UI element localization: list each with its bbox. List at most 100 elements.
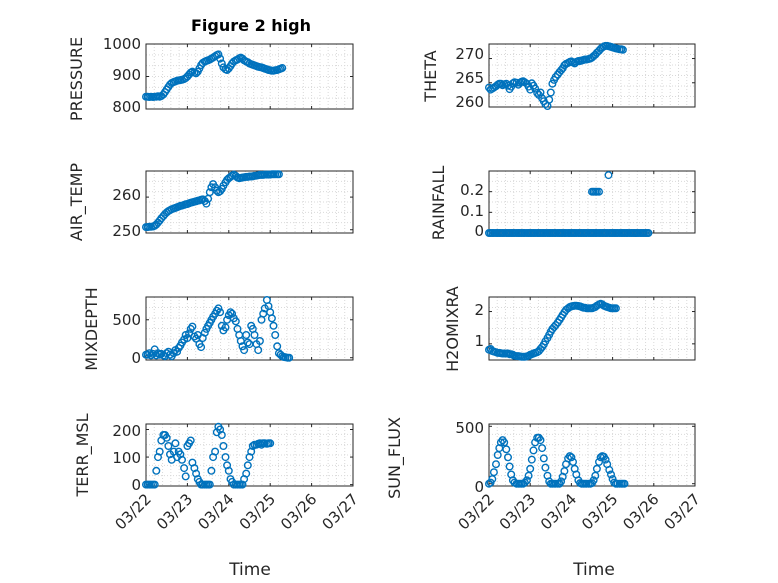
data-point <box>228 309 237 318</box>
axes-box-3 <box>145 170 354 234</box>
ticks-3 <box>145 171 354 233</box>
data-point <box>152 466 161 475</box>
ylabel-8-text: SUN_FLUX <box>385 417 405 499</box>
svg-text:TERR_MSL: TERR_MSL <box>73 413 93 497</box>
xlabel-8: Time <box>572 560 615 580</box>
data-point <box>541 463 550 472</box>
data-point <box>155 447 164 456</box>
ytick-2-1: 265 <box>455 69 484 87</box>
series-3 <box>141 170 283 232</box>
data-point <box>180 464 189 473</box>
grid-3 <box>146 171 353 233</box>
ylabel-2: THETA <box>421 50 440 102</box>
axes-box-5 <box>145 296 354 361</box>
series-6 <box>485 299 620 361</box>
data-point <box>165 350 174 359</box>
data-point <box>592 464 601 473</box>
data-point <box>527 455 536 464</box>
data-point <box>164 442 173 451</box>
data-point <box>219 442 228 451</box>
data-point <box>567 453 576 462</box>
axes-box-7 <box>145 423 354 487</box>
data-point <box>536 436 545 445</box>
data-point <box>526 464 535 473</box>
ytick-2-2: 270 <box>455 45 484 63</box>
data-point <box>205 480 214 489</box>
data-point <box>221 453 230 462</box>
data-point <box>522 476 531 485</box>
ylabel-6: H2OMIXRA <box>443 286 462 372</box>
data-point <box>269 321 278 330</box>
data-point <box>162 433 171 442</box>
data-point <box>214 50 223 59</box>
data-point <box>595 187 604 196</box>
ytick-7-1: 100 <box>112 449 141 467</box>
data-point <box>557 477 566 486</box>
data-point <box>611 304 620 313</box>
data-point <box>224 466 233 475</box>
data-point <box>240 346 249 355</box>
ytick-8-1: 500 <box>455 419 484 437</box>
ytick-6-1: 2 <box>474 301 484 319</box>
ytick-3-1: 260 <box>112 186 141 204</box>
data-point <box>492 460 501 469</box>
subplot-2: 260 265 270 THETA <box>421 41 696 111</box>
ticks-1 <box>145 43 354 110</box>
data-point <box>238 480 247 489</box>
data-point <box>267 314 276 323</box>
subplot-5: 0 500 MIXDEPTH <box>82 287 354 371</box>
data-point <box>274 170 283 179</box>
data-point <box>217 59 226 68</box>
ylabel-1: PRESSURE <box>67 37 86 121</box>
ytick-4-2: 0.2 <box>460 181 484 199</box>
ylabel-7: TERR_MSL <box>73 413 93 497</box>
data-point <box>539 454 548 463</box>
data-point <box>278 63 287 72</box>
data-point <box>143 350 152 359</box>
data-point <box>504 453 513 462</box>
ylabel-8: SUN_FLUX <box>385 417 405 499</box>
data-point <box>531 84 540 93</box>
ylabel-3-text: AIR_TEMP <box>67 163 87 241</box>
data-point <box>242 331 251 340</box>
data-point <box>266 439 275 448</box>
data-point <box>565 452 574 461</box>
ylabel-4: RAINFALL <box>429 166 448 241</box>
data-point <box>205 188 214 197</box>
data-point <box>533 88 542 97</box>
ytick-4-0: 0 <box>474 222 484 240</box>
series-1 <box>141 50 287 101</box>
svg-text:SUN_FLUX: SUN_FLUX <box>385 417 405 499</box>
data-point <box>254 346 263 355</box>
data-point <box>171 439 180 448</box>
data-point <box>181 472 190 481</box>
data-point <box>538 444 547 453</box>
data-point <box>255 337 264 346</box>
data-point <box>217 321 226 330</box>
data-point <box>589 476 598 485</box>
ytick-4-1: 0.1 <box>460 202 484 220</box>
data-point <box>505 462 514 471</box>
axes-box-6 <box>488 296 696 361</box>
data-point <box>231 317 240 326</box>
data-point <box>595 457 604 466</box>
data-point <box>207 466 216 475</box>
data-point <box>520 478 529 487</box>
ticks-2 <box>488 44 696 108</box>
ytick-6-0: 1 <box>474 332 484 350</box>
data-point <box>271 331 280 340</box>
data-point <box>243 338 252 347</box>
data-point <box>173 347 182 356</box>
figure-title: Figure 2 high <box>191 16 311 35</box>
xlabel-7: Time <box>228 560 271 580</box>
data-point <box>605 465 614 474</box>
data-point <box>216 54 225 63</box>
data-point <box>285 353 294 362</box>
series-2 <box>485 41 627 110</box>
data-point <box>644 228 653 237</box>
grid-4 <box>489 171 695 233</box>
series-4 <box>485 171 653 237</box>
data-point <box>618 45 627 54</box>
subplot-6: 1 2 H2OMIXRA <box>443 286 696 372</box>
data-point <box>188 322 197 331</box>
